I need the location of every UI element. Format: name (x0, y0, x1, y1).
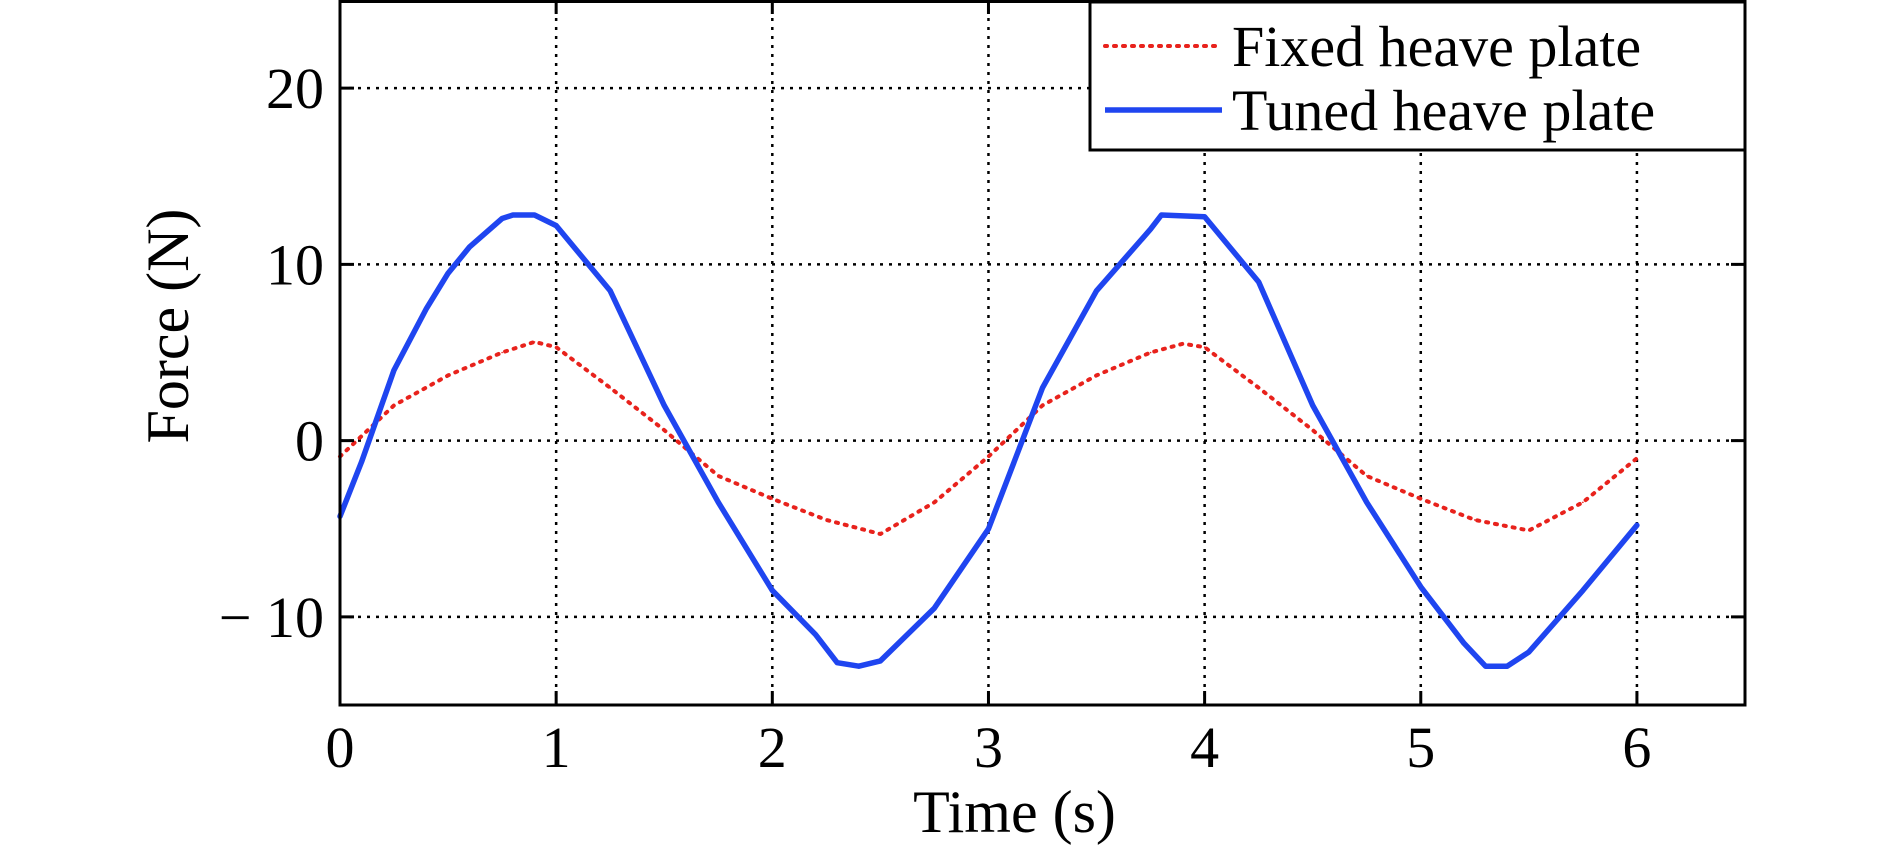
data-point-tuned (663, 404, 666, 407)
data-point-fixed (663, 429, 666, 431)
data-point-tuned (1463, 642, 1465, 645)
data-point-fixed (1365, 475, 1368, 477)
data-point-fixed (609, 386, 611, 389)
data-point-tuned (1311, 404, 1314, 407)
data-point-fixed (987, 455, 990, 458)
legend: Fixed heave plate Tuned heave plate (1088, 0, 1747, 152)
x-tick-label: 6 (1622, 715, 1651, 780)
data-point-tuned (1041, 386, 1044, 389)
data-point-tuned (717, 501, 720, 504)
data-point-fixed (1636, 457, 1638, 460)
data-point-fixed (1257, 386, 1260, 389)
data-point-tuned (1528, 651, 1530, 653)
data-point-tuned (771, 589, 774, 592)
data-point-tuned (1365, 501, 1368, 504)
legend-label-fixed: Fixed heave plate (1232, 14, 1641, 79)
x-tick-label: 3 (974, 715, 1003, 780)
data-point-tuned (1484, 665, 1487, 668)
x-axis-label: Time (s) (913, 779, 1116, 845)
data-point-tuned (879, 660, 882, 662)
data-point-tuned (836, 661, 838, 664)
legend-box (1088, 0, 1747, 152)
data-point-tuned (1095, 290, 1098, 292)
data-point-fixed (1528, 529, 1530, 532)
data-point-tuned (1160, 214, 1163, 216)
data-point-fixed (933, 501, 936, 504)
data-point-fixed (1203, 346, 1206, 349)
data-point-fixed (1041, 404, 1044, 407)
data-point-fixed (447, 374, 449, 377)
x-tick-label: 0 (326, 715, 355, 780)
data-point-fixed (1182, 342, 1184, 345)
y-tick-label: 0 (295, 409, 324, 474)
data-point-fixed (555, 346, 557, 349)
data-point-fixed (1474, 519, 1476, 521)
data-point-fixed (879, 533, 882, 535)
data-point-fixed (501, 351, 503, 354)
y-tick-label: − 10 (219, 585, 324, 650)
x-tick-labels: 0 1 2 3 4 5 6 (326, 715, 1652, 780)
data-point-tuned (555, 224, 557, 227)
data-point-tuned (1506, 665, 1509, 668)
x-tick-label: 2 (758, 715, 787, 780)
data-point-tuned (987, 527, 990, 530)
data-point-fixed (717, 475, 720, 477)
data-point-tuned (533, 214, 536, 216)
y-tick-label: 10 (266, 232, 324, 297)
data-point-tuned (1257, 281, 1260, 283)
data-point-tuned (360, 460, 363, 463)
data-point-fixed (1419, 497, 1422, 500)
data-point-tuned (1582, 589, 1584, 592)
data-point-tuned (447, 272, 449, 274)
data-point-tuned (393, 369, 395, 371)
data-point-fixed (771, 497, 774, 500)
data-point-fixed (825, 519, 828, 521)
data-point-tuned (609, 290, 611, 292)
data-point-fixed (533, 341, 536, 343)
y-tick-labels: − 10 0 10 20 (219, 56, 324, 650)
data-point-fixed (393, 404, 395, 407)
data-point-tuned (1419, 586, 1422, 588)
data-point-fixed (1311, 429, 1314, 431)
data-point-tuned (468, 245, 471, 248)
x-tick-label: 5 (1406, 715, 1435, 780)
legend-label-tuned: Tuned heave plate (1232, 78, 1655, 143)
data-point-tuned (501, 217, 503, 220)
data-point-tuned (933, 607, 936, 609)
data-point-tuned (425, 307, 428, 310)
data-point-tuned (857, 665, 860, 668)
data-point-fixed (1095, 374, 1098, 377)
data-point-tuned (1149, 228, 1152, 230)
data-point-tuned (1203, 215, 1206, 218)
data-point-tuned (814, 633, 817, 636)
plot-frame (338, 0, 1747, 707)
data-point-tuned (512, 214, 514, 216)
data-point-tuned (1636, 524, 1638, 527)
y-tick-label: 20 (266, 56, 324, 121)
data-point-fixed (1582, 501, 1584, 504)
data-point-fixed (1149, 351, 1152, 354)
y-axis-label: Force (N) (135, 209, 201, 444)
x-tick-label: 4 (1190, 715, 1219, 780)
x-tick-label: 1 (542, 715, 571, 780)
